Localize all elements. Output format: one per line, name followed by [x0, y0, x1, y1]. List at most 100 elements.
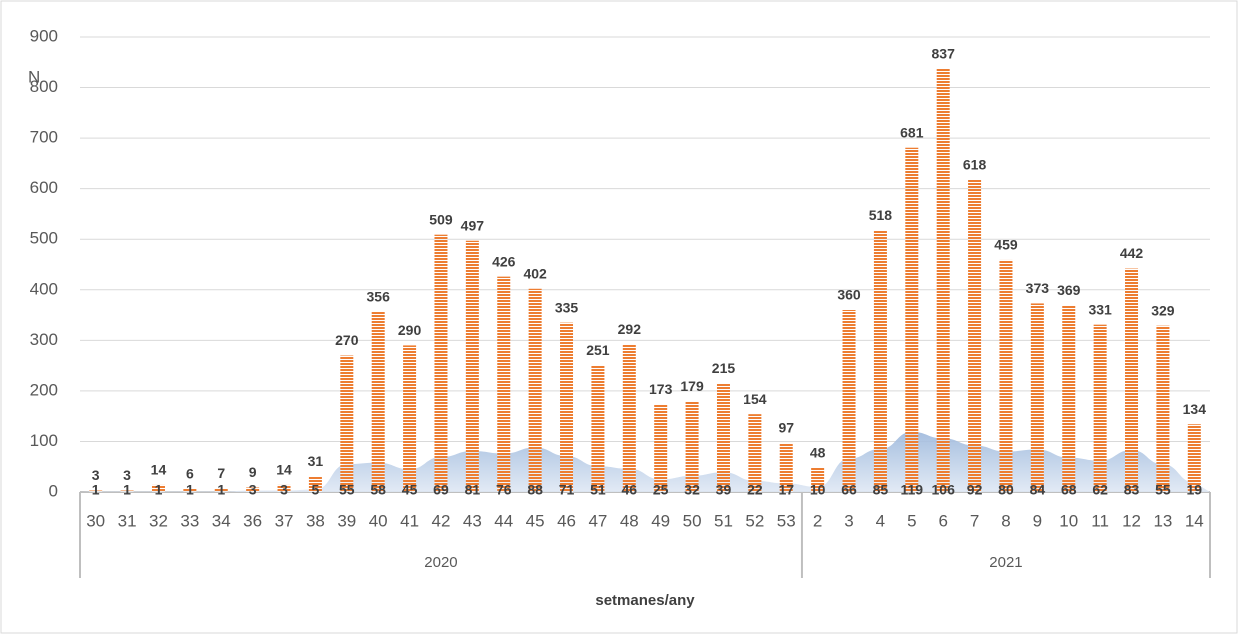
area-value-label: 92 — [967, 482, 983, 498]
bar — [528, 288, 542, 492]
area-value-label: 1 — [217, 482, 225, 498]
bar — [277, 484, 291, 492]
bar-value-label: 518 — [869, 207, 893, 223]
bar — [403, 345, 417, 492]
bar-value-label: 154 — [743, 391, 767, 407]
bar — [591, 365, 605, 492]
bar-value-label: 173 — [649, 381, 673, 397]
bar-value-label: 6 — [186, 466, 194, 482]
area-value-label: 5 — [312, 482, 320, 498]
y-tick-label: 500 — [30, 229, 58, 248]
group-label: 2021 — [989, 554, 1022, 571]
area-value-label: 51 — [590, 482, 606, 498]
bar-value-label: 497 — [461, 217, 485, 233]
x-tick-label: 30 — [86, 511, 105, 530]
bar — [685, 401, 699, 492]
x-tick-label: 50 — [683, 511, 702, 530]
y-axis-label: N — [28, 67, 40, 86]
x-tick-label: 34 — [212, 511, 231, 530]
bar-value-label: 7 — [217, 465, 225, 481]
x-tick-label: 33 — [180, 511, 199, 530]
x-tick-label: 6 — [938, 511, 947, 530]
x-tick-label: 49 — [651, 511, 670, 530]
bar — [1030, 303, 1044, 492]
bar-value-label: 837 — [932, 46, 956, 62]
area-value-label: 3 — [280, 482, 288, 498]
x-tick-label: 11 — [1091, 511, 1109, 530]
bar — [748, 414, 762, 492]
x-tick-label: 12 — [1122, 511, 1141, 530]
area-value-label: 83 — [1124, 482, 1140, 498]
bar-value-label: 3 — [123, 467, 131, 483]
x-tick-label: 32 — [149, 511, 168, 530]
bar-value-label: 360 — [837, 287, 861, 303]
bar — [1156, 325, 1170, 492]
y-tick-label: 300 — [30, 330, 58, 349]
bar — [968, 179, 982, 493]
bar — [560, 322, 574, 492]
bar-value-label: 618 — [963, 156, 987, 172]
bar-value-label: 134 — [1183, 401, 1207, 417]
area-value-label: 39 — [716, 482, 732, 498]
x-tick-label: 46 — [557, 511, 576, 530]
bar — [842, 310, 856, 492]
area — [80, 431, 1210, 492]
x-tick-label: 47 — [588, 511, 607, 530]
area-value-label: 76 — [496, 482, 512, 498]
x-tick-label: 44 — [494, 511, 513, 530]
bar-value-label: 331 — [1088, 301, 1112, 317]
x-tick-label: 2 — [813, 511, 822, 530]
bar — [622, 344, 636, 492]
bar-value-label: 251 — [586, 342, 610, 358]
bar-value-label: 442 — [1120, 245, 1144, 261]
bar — [151, 484, 165, 492]
x-tick-label: 51 — [714, 511, 733, 530]
area-value-label: 68 — [1061, 482, 1077, 498]
x-tick-label: 42 — [432, 511, 451, 530]
x-tick-label: 36 — [243, 511, 262, 530]
bar — [716, 383, 730, 492]
area-value-label: 55 — [1155, 482, 1171, 498]
area-value-label: 69 — [433, 482, 449, 498]
area-value-label: 62 — [1092, 482, 1108, 498]
bar — [1125, 268, 1139, 492]
bar-value-label: 329 — [1151, 302, 1175, 318]
bar — [873, 230, 887, 492]
bar — [654, 404, 668, 492]
area-value-label: 25 — [653, 482, 669, 498]
bar — [89, 490, 103, 492]
bar-value-label: 402 — [523, 265, 547, 281]
area-value-label: 45 — [402, 482, 418, 498]
bar — [434, 234, 448, 492]
bar — [999, 259, 1013, 492]
x-tick-label: 14 — [1185, 511, 1204, 530]
y-tick-label: 200 — [30, 380, 58, 399]
x-tick-label: 52 — [745, 511, 764, 530]
bar-value-label: 292 — [618, 321, 642, 337]
y-tick-label: 600 — [30, 178, 58, 197]
y-tick-label: 700 — [30, 128, 58, 147]
area-value-label: 80 — [998, 482, 1014, 498]
x-tick-label: 39 — [337, 511, 356, 530]
area-value-label: 19 — [1187, 482, 1203, 498]
y-tick-label: 0 — [49, 481, 58, 500]
bar — [936, 68, 950, 492]
x-axis-title: setmanes/any — [595, 592, 695, 609]
group-label: 2020 — [424, 554, 457, 571]
area-value-label: 32 — [684, 482, 700, 498]
area-value-label: 1 — [92, 482, 100, 498]
bar-value-label: 14 — [151, 462, 167, 478]
bar-value-label: 335 — [555, 299, 579, 315]
x-tick-label: 43 — [463, 511, 482, 530]
bar — [371, 312, 385, 492]
bar-value-label: 373 — [1026, 280, 1050, 296]
area-value-label: 3 — [249, 482, 257, 498]
area-value-label: 17 — [778, 482, 794, 498]
bar-value-label: 31 — [308, 453, 324, 469]
bar-value-label: 459 — [994, 237, 1018, 253]
x-tick-label: 38 — [306, 511, 325, 530]
x-tick-label: 5 — [907, 511, 916, 530]
bar-value-label: 179 — [680, 378, 704, 394]
